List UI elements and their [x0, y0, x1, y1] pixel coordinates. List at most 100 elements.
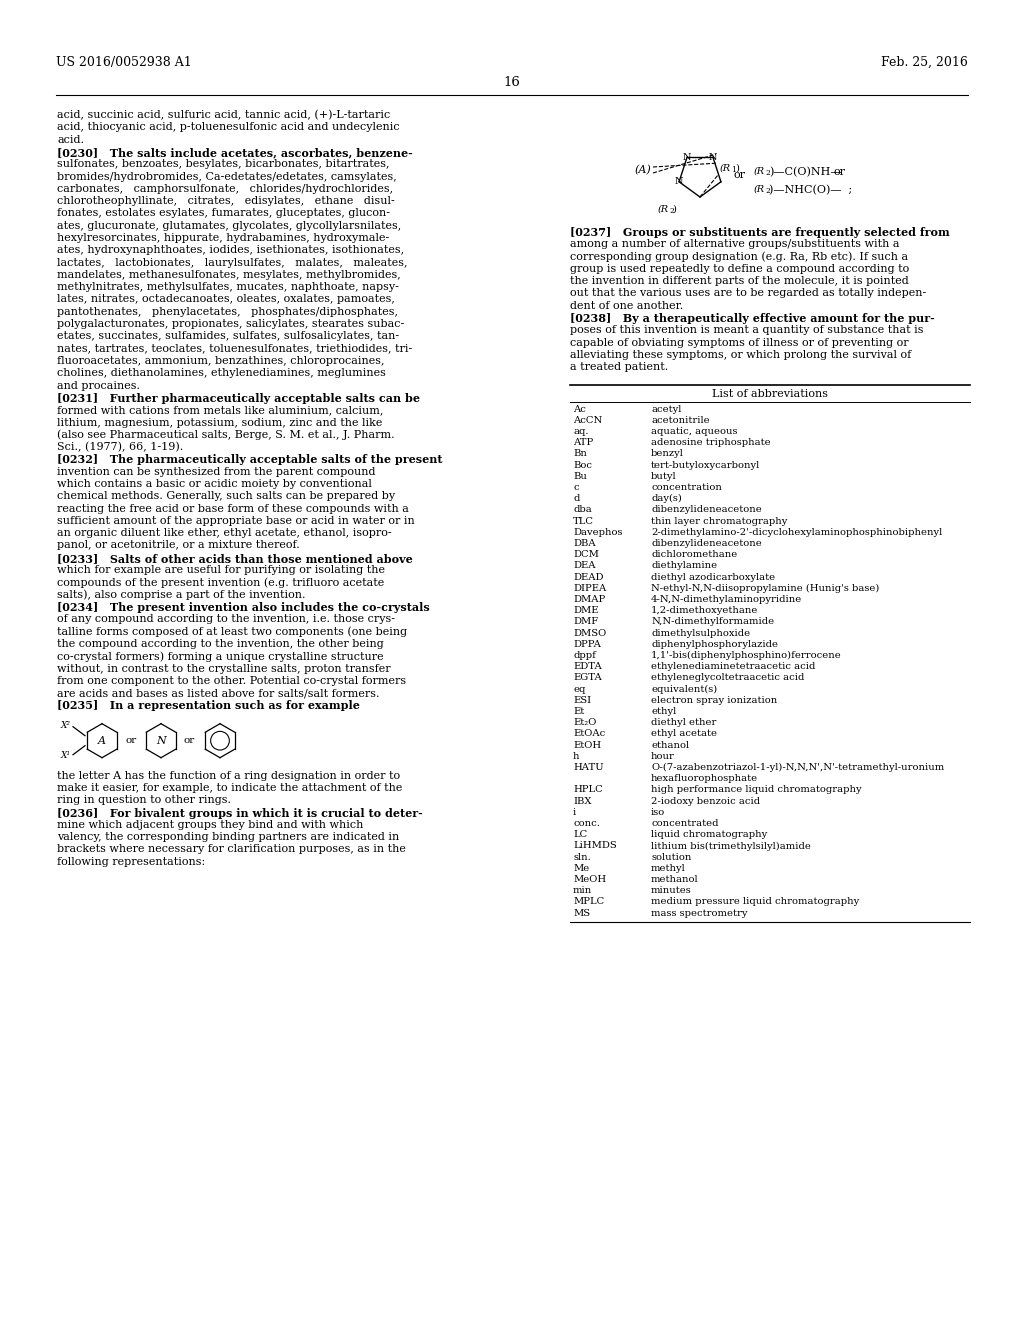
Text: ethyleneglycoltetraacetic acid: ethyleneglycoltetraacetic acid [651, 673, 805, 682]
Text: LiHMDS: LiHMDS [573, 841, 616, 850]
Text: tert-butyloxycarbonyl: tert-butyloxycarbonyl [651, 461, 760, 470]
Text: X¹: X¹ [61, 751, 71, 760]
Text: MPLC: MPLC [573, 898, 604, 907]
Text: 2: 2 [765, 169, 770, 177]
Text: which for example are useful for purifying or isolating the: which for example are useful for purifyi… [57, 565, 385, 576]
Text: d: d [573, 494, 580, 503]
Text: adenosine triphosphate: adenosine triphosphate [651, 438, 771, 447]
Text: HPLC: HPLC [573, 785, 603, 795]
Text: ates, hydroxynaphthoates, iodides, isethionates, isothionates,: ates, hydroxynaphthoates, iodides, iseth… [57, 246, 404, 255]
Text: benzyl: benzyl [651, 449, 684, 458]
Text: 2: 2 [669, 207, 674, 215]
Text: N: N [675, 177, 683, 186]
Text: min: min [573, 886, 592, 895]
Text: invention can be synthesized from the parent compound: invention can be synthesized from the pa… [57, 467, 376, 477]
Text: EGTA: EGTA [573, 673, 602, 682]
Text: fluoroacetates, ammonium, benzathines, chloroprocaines,: fluoroacetates, ammonium, benzathines, c… [57, 356, 384, 366]
Text: diphenylphosphorylazide: diphenylphosphorylazide [651, 640, 778, 649]
Text: DMF: DMF [573, 618, 598, 627]
Text: [0232]   The pharmaceutically acceptable salts of the present: [0232] The pharmaceutically acceptable s… [57, 454, 442, 466]
Text: EDTA: EDTA [573, 663, 602, 671]
Text: (R: (R [658, 205, 669, 214]
Text: dimethylsulphoxide: dimethylsulphoxide [651, 628, 751, 638]
Text: (R: (R [754, 185, 765, 194]
Text: hexafluorophosphate: hexafluorophosphate [651, 775, 758, 783]
Text: alleviating these symptoms, or which prolong the survival of: alleviating these symptoms, or which pro… [570, 350, 911, 360]
Text: [0233]   Salts of other acids than those mentioned above: [0233] Salts of other acids than those m… [57, 553, 413, 564]
Text: 2-iodoxy benzoic acid: 2-iodoxy benzoic acid [651, 796, 760, 805]
Text: diethylamine: diethylamine [651, 561, 717, 570]
Text: mandelates, methanesulfonates, mesylates, methylbromides,: mandelates, methanesulfonates, mesylates… [57, 269, 400, 280]
Text: IBX: IBX [573, 796, 592, 805]
Text: make it easier, for example, to indicate the attachment of the: make it easier, for example, to indicate… [57, 783, 402, 793]
Text: c: c [573, 483, 579, 492]
Text: sulfonates, benzoates, besylates, bicarbonates, bitartrates,: sulfonates, benzoates, besylates, bicarb… [57, 160, 389, 169]
Text: equivalent(s): equivalent(s) [651, 685, 717, 694]
Text: sufficient amount of the appropriate base or acid in water or in: sufficient amount of the appropriate bas… [57, 516, 415, 525]
Text: poses of this invention is meant a quantity of substance that is: poses of this invention is meant a quant… [570, 326, 924, 335]
Text: lates, nitrates, octadecanoates, oleates, oxalates, pamoates,: lates, nitrates, octadecanoates, oleates… [57, 294, 395, 305]
Text: Bn: Bn [573, 449, 587, 458]
Text: Me: Me [573, 863, 589, 873]
Text: which contains a basic or acidic moiety by conventional: which contains a basic or acidic moiety … [57, 479, 372, 488]
Text: iso: iso [651, 808, 666, 817]
Text: following representations:: following representations: [57, 857, 205, 867]
Text: ethylenediaminetetraacetic acid: ethylenediaminetetraacetic acid [651, 663, 815, 671]
Text: reacting the free acid or base form of these compounds with a: reacting the free acid or base form of t… [57, 504, 409, 513]
Text: hour: hour [651, 752, 675, 760]
Text: TLC: TLC [573, 516, 594, 525]
Text: solution: solution [651, 853, 691, 862]
Text: panol, or acetonitrile, or a mixture thereof.: panol, or acetonitrile, or a mixture the… [57, 540, 300, 550]
Text: a treated patient.: a treated patient. [570, 362, 669, 372]
Text: acid, thiocyanic acid, p-toluenesulfonic acid and undecylenic: acid, thiocyanic acid, p-toluenesulfonic… [57, 123, 399, 132]
Text: electron spray ionization: electron spray ionization [651, 696, 777, 705]
Text: [0238]   By a therapeutically effective amount for the pur-: [0238] By a therapeutically effective am… [570, 313, 935, 325]
Text: butyl: butyl [651, 471, 677, 480]
Text: Davephos: Davephos [573, 528, 623, 537]
Text: methylnitrates, methylsulfates, mucates, naphthoate, napsy-: methylnitrates, methylsulfates, mucates,… [57, 282, 399, 292]
Text: O-(7-azabenzotriazol-1-yl)-N,N,N',N'-tetramethyl-uronium: O-(7-azabenzotriazol-1-yl)-N,N,N',N'-tet… [651, 763, 944, 772]
Text: liquid chromatography: liquid chromatography [651, 830, 767, 840]
Text: concentrated: concentrated [651, 818, 719, 828]
Text: dppf: dppf [573, 651, 596, 660]
Text: X²: X² [61, 721, 71, 730]
Text: bromides/hydrobromides, Ca-edetates/edetates, camsylates,: bromides/hydrobromides, Ca-edetates/edet… [57, 172, 396, 181]
Text: conc.: conc. [573, 818, 600, 828]
Text: A: A [98, 735, 106, 746]
Text: [0237]   Groups or substituents are frequently selected from: [0237] Groups or substituents are freque… [570, 227, 949, 238]
Text: List of abbreviations: List of abbreviations [712, 388, 828, 399]
Text: dibenzylideneacetone: dibenzylideneacetone [651, 506, 762, 515]
Text: nates, tartrates, teoclates, toluenesulfonates, triethiodides, tri-: nates, tartrates, teoclates, toluenesulf… [57, 343, 413, 354]
Text: MS: MS [573, 908, 590, 917]
Text: (R: (R [754, 168, 765, 176]
Text: Sci., (1977), 66, 1-19).: Sci., (1977), 66, 1-19). [57, 442, 183, 453]
Text: N,N-dimethylformamide: N,N-dimethylformamide [651, 618, 774, 627]
Text: from one component to the other. Potential co-crystal formers: from one component to the other. Potenti… [57, 676, 407, 686]
Text: cholines, diethanolamines, ethylenediamines, meglumines: cholines, diethanolamines, ethylenediami… [57, 368, 386, 379]
Text: carbonates,   camphorsulfonate,   chlorides/hydrochlorides,: carbonates, camphorsulfonate, chlorides/… [57, 183, 393, 194]
Text: [0235]   In a representation such as for example: [0235] In a representation such as for e… [57, 701, 359, 711]
Text: Ac: Ac [573, 405, 586, 413]
Text: ethyl acetate: ethyl acetate [651, 730, 717, 738]
Text: valency, the corresponding binding partners are indicated in: valency, the corresponding binding partn… [57, 832, 399, 842]
Text: compounds of the present invention (e.g. trifluoro acetate: compounds of the present invention (e.g.… [57, 577, 384, 587]
Text: hexylresorcinates, hippurate, hydrabamines, hydroxymale-: hexylresorcinates, hippurate, hydrabamin… [57, 234, 389, 243]
Text: an organic diluent like ether, ethyl acetate, ethanol, isopro-: an organic diluent like ether, ethyl ace… [57, 528, 391, 539]
Text: mass spectrometry: mass spectrometry [651, 908, 748, 917]
Text: )—C(O)NH—: )—C(O)NH— [769, 168, 842, 177]
Text: capable of obviating symptoms of illness or of preventing or: capable of obviating symptoms of illness… [570, 338, 908, 347]
Text: DEA: DEA [573, 561, 596, 570]
Text: co-crystal formers) forming a unique crystalline structure: co-crystal formers) forming a unique cry… [57, 651, 384, 661]
Text: Boc: Boc [573, 461, 592, 470]
Text: [0234]   The present invention also includes the co-crystals: [0234] The present invention also includ… [57, 602, 430, 612]
Text: fonates, estolates esylates, fumarates, gluceptates, glucon-: fonates, estolates esylates, fumarates, … [57, 209, 390, 218]
Text: minutes: minutes [651, 886, 692, 895]
Text: medium pressure liquid chromatography: medium pressure liquid chromatography [651, 898, 859, 907]
Text: methanol: methanol [651, 875, 698, 884]
Text: the compound according to the invention, the other being: the compound according to the invention,… [57, 639, 384, 649]
Text: diethyl azodicarboxylate: diethyl azodicarboxylate [651, 573, 775, 582]
Text: h: h [573, 752, 580, 760]
Text: chemical methods. Generally, such salts can be prepared by: chemical methods. Generally, such salts … [57, 491, 395, 502]
Text: ethyl: ethyl [651, 708, 676, 715]
Text: aquatic, aqueous: aquatic, aqueous [651, 426, 737, 436]
